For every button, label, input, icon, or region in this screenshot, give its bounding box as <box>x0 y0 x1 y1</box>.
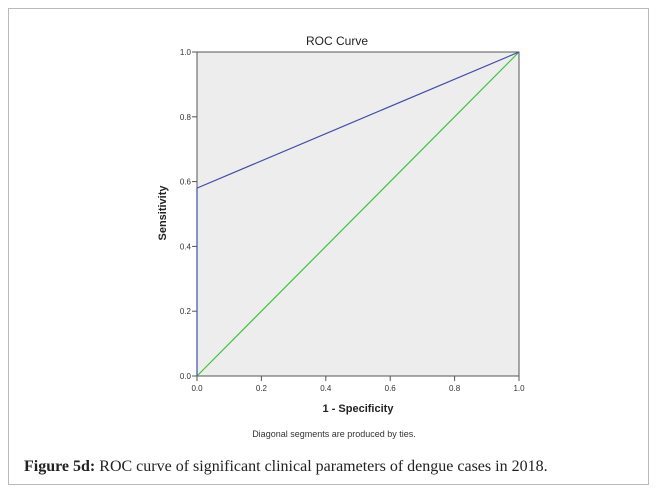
x-tick-label: 0.2 <box>256 384 268 393</box>
y-axis-ticks: 0.0 0.2 0.4 0.6 0.8 1.0 <box>180 48 197 381</box>
y-tick-label: 0.6 <box>180 178 192 187</box>
y-tick-label: 0.4 <box>180 242 192 251</box>
x-tick-label: 0.6 <box>385 384 397 393</box>
y-tick-label: 0.2 <box>180 307 192 316</box>
caption-label: Figure 5d: <box>24 458 96 475</box>
y-tick-label: 1.0 <box>180 48 192 57</box>
series-layer <box>196 51 520 377</box>
x-tick-label: 0.8 <box>449 384 461 393</box>
caption-text: ROC curve of significant clinical parame… <box>99 458 548 475</box>
figure-caption: Figure 5d: ROC curve of significant clin… <box>24 458 644 476</box>
y-axis-label: Sensitivity <box>157 185 169 241</box>
chart-title: ROC Curve <box>306 34 368 48</box>
chart-note: Diagonal segments are produced by ties. <box>252 429 416 439</box>
x-tick-label: 0.0 <box>191 384 203 393</box>
x-axis-label: 1 - Specificity <box>323 403 395 415</box>
reference-diagonal-line <box>196 51 520 377</box>
x-axis-ticks: 0.0 0.2 0.4 0.6 0.8 1.0 <box>191 376 525 393</box>
roc-curve-line <box>196 51 520 376</box>
y-tick-label: 0.0 <box>180 372 192 381</box>
x-tick-label: 0.4 <box>320 384 332 393</box>
x-tick-label: 1.0 <box>513 384 525 393</box>
y-tick-label: 0.8 <box>180 113 192 122</box>
